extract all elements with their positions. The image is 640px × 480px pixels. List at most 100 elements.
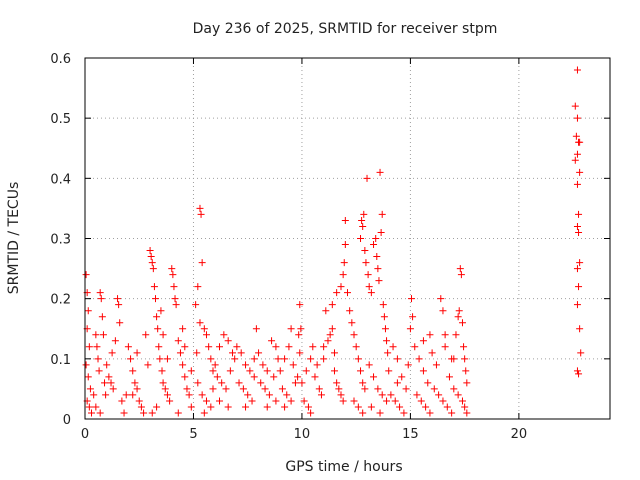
data-point [439,397,447,405]
data-point [142,331,150,339]
data-point [367,403,375,411]
data-point [129,367,137,375]
data-point [576,259,584,267]
data-point [84,307,92,315]
data-point [448,409,456,417]
data-point [183,385,191,393]
data-point [450,385,458,393]
x-tick-label: 15 [402,427,419,442]
data-point [398,373,406,381]
data-point [268,337,276,345]
data-point [85,403,93,411]
data-point [424,379,432,387]
y-tick-label: 0 [63,413,71,428]
data-point [463,379,471,387]
data-point [289,361,297,369]
data-point [450,355,458,363]
data-point [378,210,386,218]
data-point [419,367,427,375]
data-point [263,367,271,375]
data-point [406,325,414,333]
data-point [84,373,92,381]
data-point [194,283,202,291]
data-point [376,168,384,176]
data-point [328,301,336,309]
data-point [455,307,463,315]
data-point [244,391,252,399]
data-point [213,373,221,381]
data-point [461,355,469,363]
data-point [207,403,215,411]
data-point [383,397,391,405]
data-point [274,355,282,363]
data-point [339,271,347,279]
data-point [229,349,237,357]
data-points [82,66,585,417]
data-point [443,403,451,411]
data-point [270,373,278,381]
data-point [374,265,382,273]
data-point [86,385,94,393]
data-point [297,325,305,333]
data-point [166,397,174,405]
data-point [278,385,286,393]
data-point [378,391,386,399]
data-point [441,331,449,339]
data-point [88,409,96,417]
data-point [192,301,200,309]
data-point [265,391,273,399]
data-point [384,349,392,357]
data-point [377,228,385,236]
data-point [454,313,462,321]
data-point [140,409,148,417]
data-point [372,235,380,242]
data-point [573,301,581,309]
data-point [109,385,117,393]
data-point [573,222,581,230]
data-point [224,337,232,345]
data-point [461,403,469,411]
data-point [404,361,412,369]
data-point [108,349,116,357]
data-point [333,289,341,297]
data-point [144,361,152,369]
data-point [179,325,187,333]
data-point [407,295,415,303]
data-point [411,343,419,351]
data-point [296,301,304,309]
data-point [315,385,323,393]
data-point [361,385,369,393]
data-point [85,343,93,351]
data-point [452,331,460,339]
data-point [393,355,401,363]
data-point [176,349,184,357]
data-point [576,138,584,146]
data-point [242,361,250,369]
data-point [287,397,295,405]
data-point [439,307,447,315]
data-point [82,361,90,369]
x-tick-label: 0 [81,427,89,442]
data-point [573,367,581,375]
x-axis-label: GPS time / hours [285,459,402,475]
data-point [281,403,289,411]
data-point [340,259,348,267]
data-point [198,391,206,399]
data-point [359,379,367,387]
data-point [200,325,208,333]
data-point [222,385,230,393]
data-point [302,367,310,375]
data-point [224,403,232,411]
data-point [575,283,583,291]
data-point [181,373,189,381]
data-point [216,343,224,351]
data-point [291,379,299,387]
data-point [359,222,367,230]
data-point [577,349,585,357]
data-point [174,337,182,345]
data-point [196,319,204,327]
data-point [330,349,338,357]
data-point [255,349,263,357]
data-point [250,373,258,381]
data-point [120,409,128,417]
